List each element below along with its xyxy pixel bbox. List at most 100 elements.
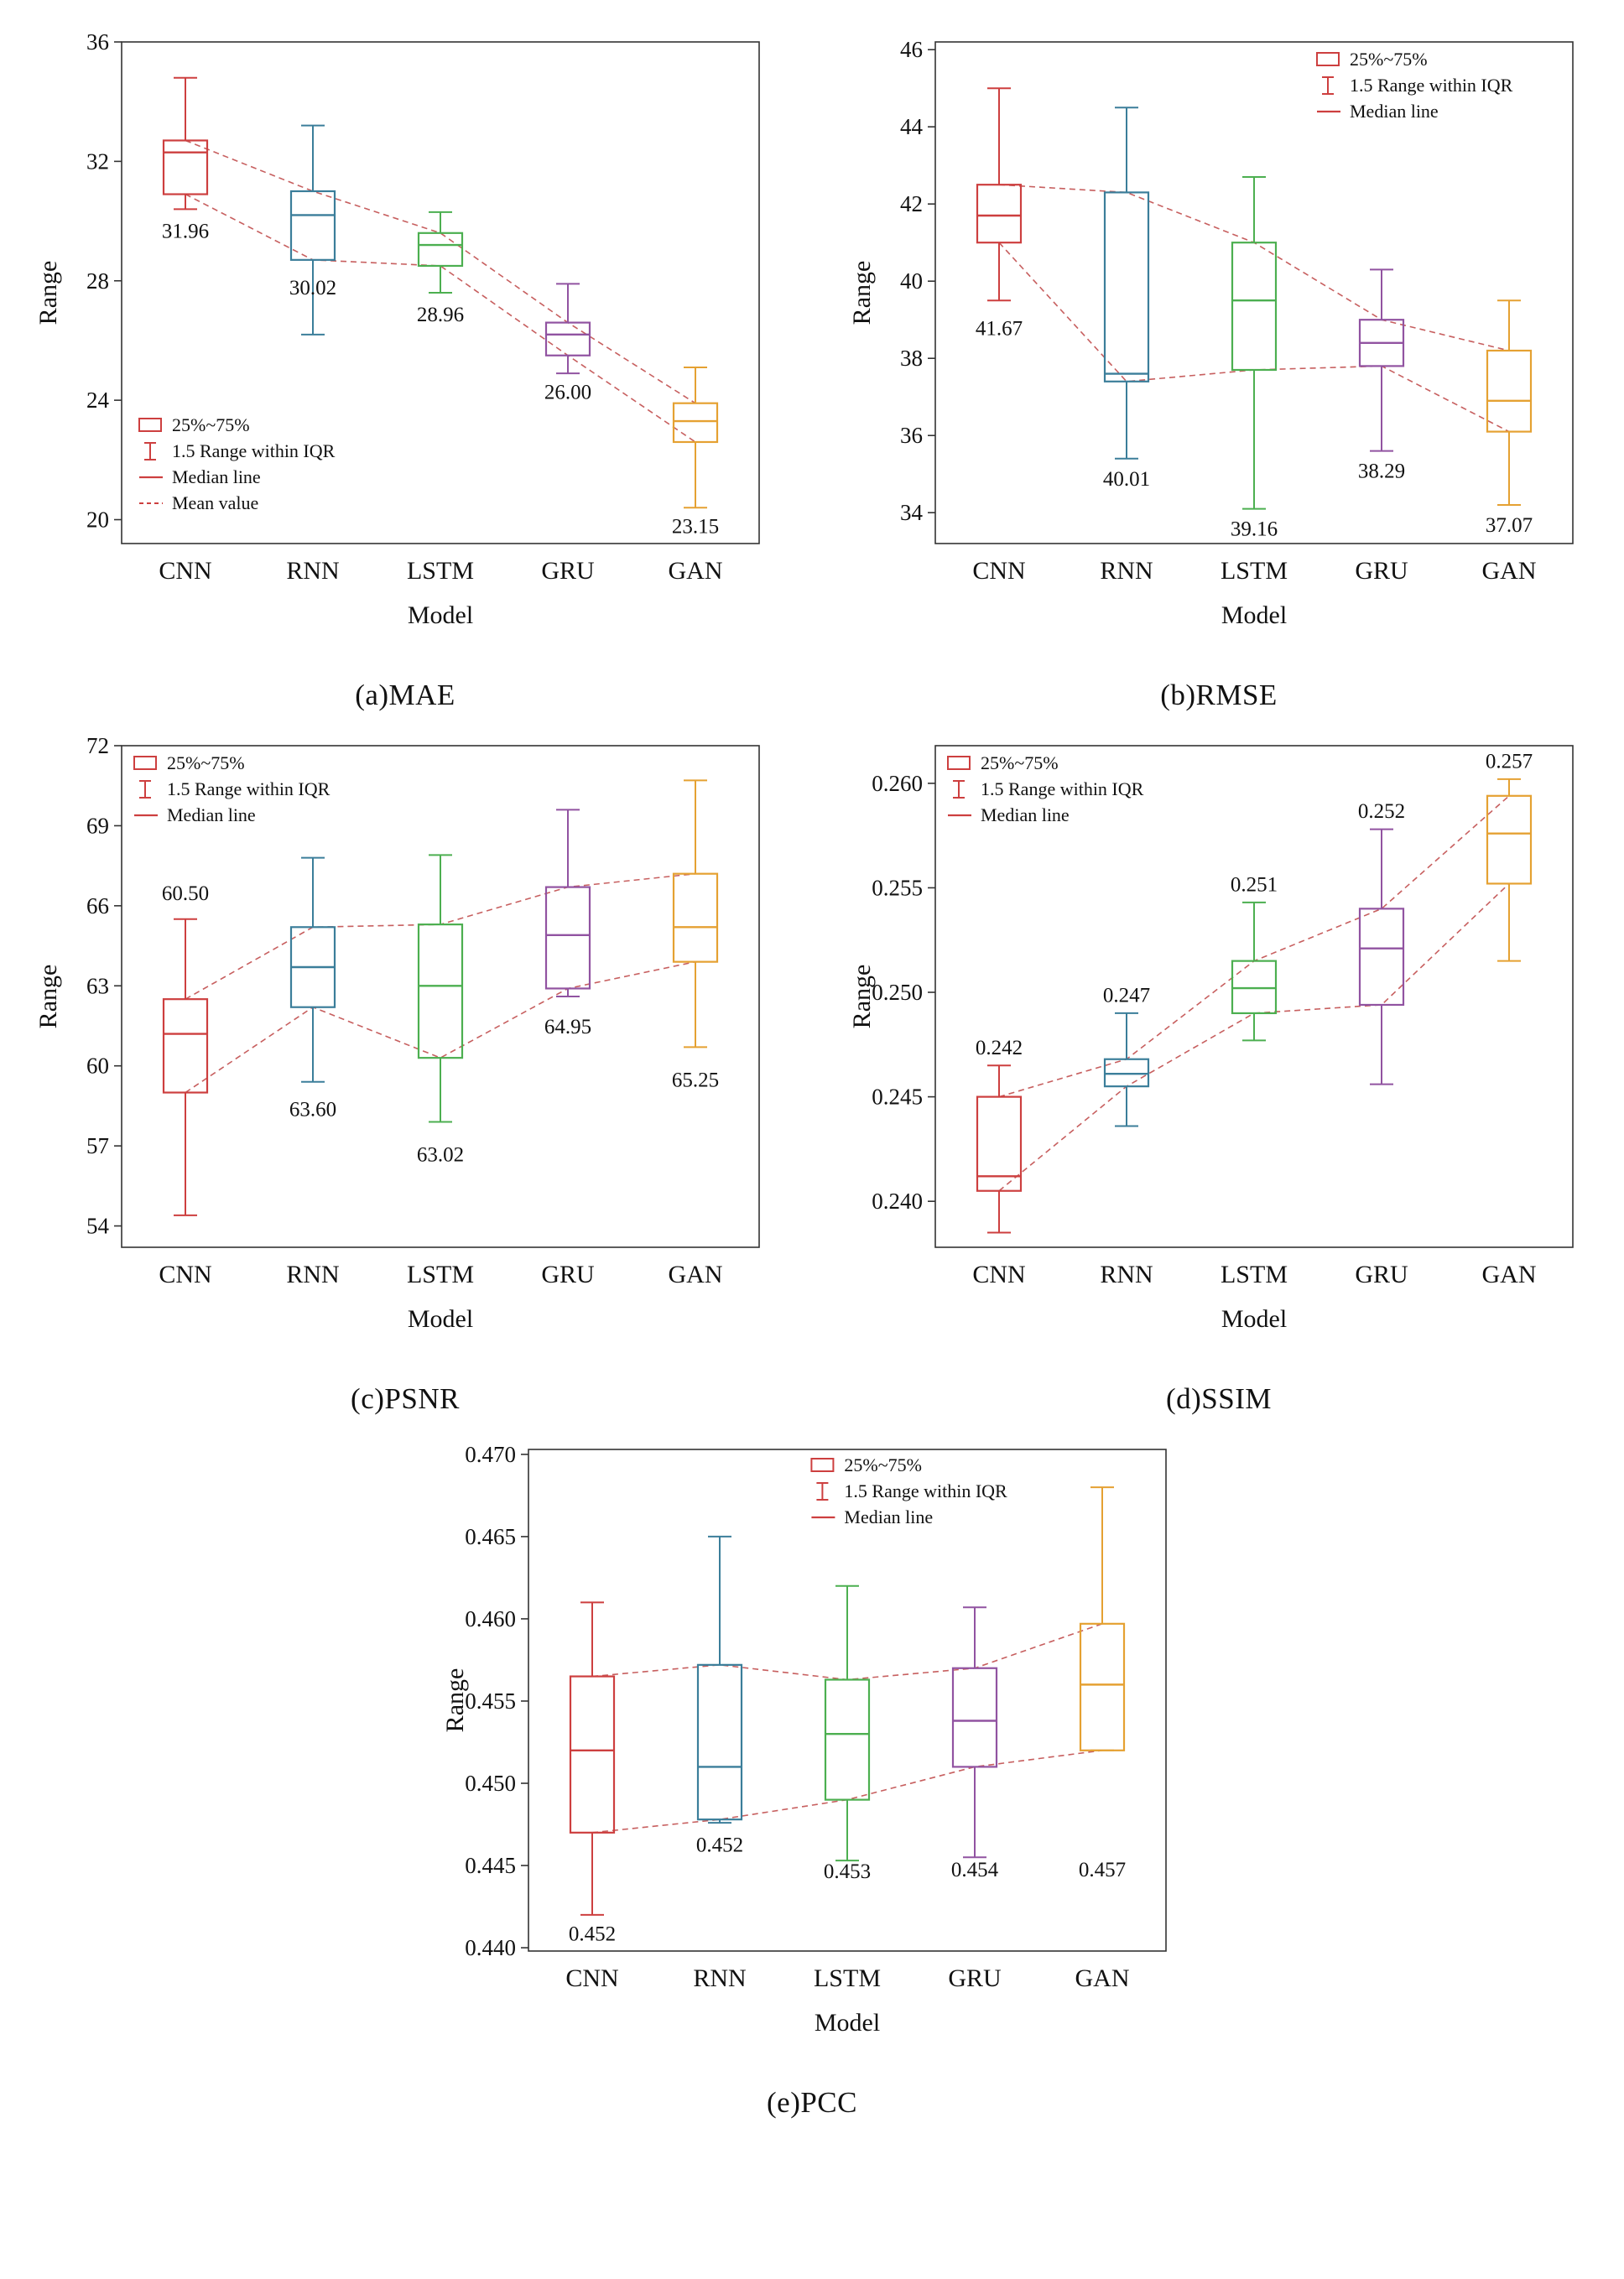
chart-mae-canvas: 20 24 28 32 36 CNN RNN LSTM GRU GAN Model Range 31.9… [34,29,760,629]
svg-text:37.07: 37.07 [1486,514,1533,537]
svg-text:20: 20 [86,507,109,533]
svg-text:Range: Range [441,1668,469,1733]
svg-text:28: 28 [86,268,109,294]
svg-text:36: 36 [86,29,109,55]
svg-text:30.02: 30.02 [289,277,336,299]
svg-text:42: 42 [900,191,923,216]
svg-text:Model: Model [408,1305,473,1333]
svg-text:0.240: 0.240 [872,1189,923,1214]
svg-text:1.5 Range within IQR: 1.5 Range within IQR [167,778,331,799]
svg-text:0.251: 0.251 [1231,873,1278,896]
svg-text:0.450: 0.450 [465,1771,516,1796]
svg-text:46: 46 [900,37,923,62]
svg-text:RNN: RNN [1100,1261,1153,1288]
svg-text:Model: Model [1221,1305,1287,1333]
caption-psnr: (c)PSNR [351,1382,460,1415]
svg-text:CNN: CNN [972,1261,1025,1288]
svg-text:GRU: GRU [1355,557,1408,585]
chart-rmse: 34 36 38 40 42 44 46 CNN RNN LSTM GRU GAN Model Range… [841,23,1596,712]
svg-text:Median line: Median line [844,1506,933,1527]
row-2: 54 57 60 63 66 69 72 CNN RNN LSTM GRU GAN Model Range… [0,727,1624,1416]
svg-text:69: 69 [86,813,109,838]
svg-text:RNN: RNN [693,1964,746,1992]
svg-text:GAN: GAN [669,1261,723,1288]
svg-text:CNN: CNN [565,1964,618,1992]
chart-rmse-canvas: 34 36 38 40 42 44 46 CNN RNN LSTM GRU GAN Model Range… [848,37,1574,629]
svg-text:Mean value: Mean value [172,492,258,513]
caption-pcc: (e)PCC [767,2086,857,2119]
svg-text:GAN: GAN [1075,1964,1130,1992]
svg-text:LSTM: LSTM [407,1261,474,1288]
svg-text:1.5 Range within IQR: 1.5 Range within IQR [981,778,1144,799]
svg-text:Range: Range [34,965,62,1029]
svg-text:64.95: 64.95 [544,1016,591,1038]
svg-text:Model: Model [408,601,473,629]
svg-text:0.252: 0.252 [1358,800,1405,823]
svg-text:63.02: 63.02 [417,1144,464,1167]
svg-text:CNN: CNN [159,1261,211,1288]
svg-text:GRU: GRU [948,1964,1002,1992]
svg-text:23.15: 23.15 [672,516,719,539]
row-3: 0.440 0.445 0.450 0.455 0.460 0.465 0.470 CNN RN… [0,1431,1624,2120]
chart-pcc: 0.440 0.445 0.450 0.455 0.460 0.465 0.470 CNN RN… [435,1431,1189,2120]
svg-text:31.96: 31.96 [162,220,209,242]
svg-text:Median line: Median line [167,804,256,825]
svg-text:1.5 Range within IQR: 1.5 Range within IQR [1350,75,1513,96]
svg-text:26.00: 26.00 [544,381,591,403]
svg-text:GAN: GAN [669,557,723,585]
svg-text:Range: Range [848,965,876,1029]
svg-text:25%~75%: 25%~75% [1350,49,1428,70]
svg-text:63: 63 [86,973,109,998]
svg-text:60.50: 60.50 [162,882,209,905]
svg-text:LSTM: LSTM [814,1964,881,1992]
svg-text:34: 34 [900,500,924,525]
svg-text:25%~75%: 25%~75% [844,1454,922,1475]
svg-text:LSTM: LSTM [407,557,474,585]
svg-text:RNN: RNN [1100,557,1153,585]
svg-text:CNN: CNN [159,557,211,585]
svg-text:RNN: RNN [286,1261,339,1288]
caption-rmse: (b)RMSE [1160,679,1278,711]
row-1: 20 24 28 32 36 CNN RNN LSTM GRU GAN Model Range 31.9… [0,23,1624,712]
svg-text:0.445: 0.445 [465,1853,516,1878]
svg-text:Model: Model [1221,601,1287,629]
svg-text:0.247: 0.247 [1103,985,1150,1007]
svg-text:Range: Range [848,261,876,325]
svg-text:41.67: 41.67 [976,317,1023,340]
figure-grid: 20 24 28 32 36 CNN RNN LSTM GRU GAN Model Range 31.9… [0,23,1624,2120]
svg-text:0.452: 0.452 [696,1834,743,1857]
svg-text:GAN: GAN [1482,1261,1537,1288]
svg-text:25%~75%: 25%~75% [172,414,250,435]
svg-text:0.454: 0.454 [951,1859,999,1881]
svg-text:0.455: 0.455 [465,1688,516,1714]
svg-text:0.452: 0.452 [569,1923,616,1945]
svg-text:25%~75%: 25%~75% [167,752,245,773]
svg-text:28.96: 28.96 [417,304,464,326]
svg-text:Median line: Median line [981,804,1070,825]
svg-text:25%~75%: 25%~75% [981,752,1059,773]
svg-text:0.457: 0.457 [1079,1859,1126,1881]
svg-text:0.242: 0.242 [976,1037,1023,1059]
svg-text:LSTM: LSTM [1221,1261,1288,1288]
svg-text:24: 24 [86,388,110,413]
chart-mae: 20 24 28 32 36 CNN RNN LSTM GRU GAN Model Range 31.9… [28,23,783,712]
svg-text:GRU: GRU [541,1261,595,1288]
svg-text:0.250: 0.250 [872,980,923,1005]
svg-text:0.257: 0.257 [1486,750,1533,773]
caption-mae: (a)MAE [355,679,455,711]
svg-text:GRU: GRU [1355,1261,1408,1288]
svg-text:39.16: 39.16 [1231,518,1278,541]
svg-text:Range: Range [34,261,62,325]
chart-psnr: 54 57 60 63 66 69 72 CNN RNN LSTM GRU GAN Model Range… [28,727,783,1416]
svg-text:0.470: 0.470 [465,1442,516,1467]
chart-ssim: 0.240 0.245 0.250 0.255 0.260 CNN RNN LSTM GRU GA… [841,727,1596,1416]
svg-text:32: 32 [86,148,109,174]
svg-text:RNN: RNN [286,557,339,585]
svg-text:66: 66 [86,893,109,918]
svg-text:63.60: 63.60 [289,1099,336,1121]
caption-ssim: (d)SSIM [1165,1382,1273,1415]
svg-text:65.25: 65.25 [672,1069,719,1092]
svg-text:Model: Model [815,2009,880,2037]
svg-text:CNN: CNN [972,557,1025,585]
svg-text:72: 72 [86,733,109,758]
